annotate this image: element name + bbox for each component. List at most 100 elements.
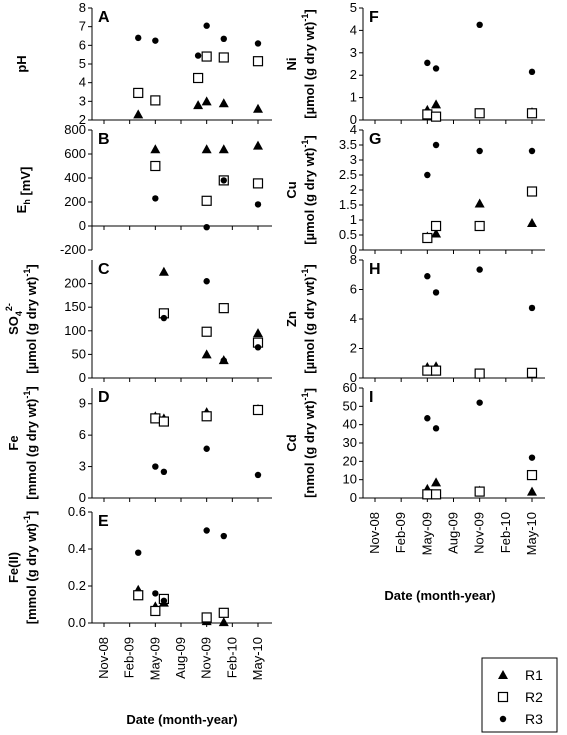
point-r1 [253,328,263,338]
point-r1 [201,349,212,359]
point-r2 [133,87,144,99]
point-r3 [220,35,227,42]
point-r2 [201,326,212,337]
legend-label-r3: R3 [525,711,543,727]
point-r3 [528,454,536,461]
point-r1 [133,109,144,119]
y-tick-label: 1.5 [339,197,357,212]
point-r2 [430,489,442,500]
legend-marker-r3 [499,715,507,723]
point-r1 [527,218,537,227]
point-r1 [474,198,485,208]
y-axis-unit: [nmol (g dry wt)-1] [300,388,317,498]
y-tick-label: 2 [350,341,357,356]
x-tick-label: Nov-09 [199,637,214,679]
x-tick-label: Feb-10 [224,637,239,678]
y-tick-label: 200 [64,194,86,209]
x-tick-label: May-10 [250,637,265,680]
y-tick-label: 10 [343,472,357,487]
y-tick-label: 8 [350,252,357,267]
y-tick-label: 3.5 [339,137,357,152]
panel-label: A [98,9,110,26]
y-axis-unit: [µmol (g dry wt)-1] [300,264,317,373]
y-axis-unit: [µmol (g dry wt)-1] [22,264,39,373]
point-r3 [203,22,210,29]
y-tick-label: 3 [79,93,86,108]
panel-label: E [98,513,109,530]
point-r3 [254,344,262,351]
point-r2 [526,108,538,119]
point-r1 [193,100,204,110]
point-r1 [150,144,161,154]
y-tick-label: 4 [350,122,357,137]
y-tick-label: 7 [79,19,86,34]
y-tick-label: 5 [79,56,86,71]
y-tick-label: 0 [350,370,357,385]
x-axis-label-right: Date (month-year) [384,588,495,603]
y-axis-label: Eh [mV] [14,167,33,214]
x-tick-label: Feb-09 [393,512,408,553]
point-r3 [424,171,431,179]
y-tick-label: 4 [350,22,357,37]
y-tick-label: 2 [350,182,357,197]
point-r1 [431,228,442,238]
point-r3 [152,37,159,44]
y-axis-label: Cd [284,434,299,451]
point-r2 [422,489,433,500]
point-r1 [201,144,212,154]
y-axis-label: SO42- [4,303,24,335]
point-r3 [424,59,431,67]
y-axis-label: Cu [284,181,299,198]
y-tick-label: 0.5 [339,227,357,242]
y-tick-label: 200 [64,276,86,291]
y-tick-label: 0 [79,490,86,505]
point-r3 [152,463,159,470]
legend-label-r2: R2 [525,689,543,705]
y-axis-label: Ni [284,58,299,71]
point-r2 [430,365,442,376]
y-tick-label: 30 [343,435,357,450]
point-r2 [150,160,161,172]
point-r3 [135,34,142,42]
y-tick-label: -200 [60,242,86,257]
y-tick-label: 9 [79,396,86,411]
point-r3 [476,399,483,406]
panel-label: G [369,131,381,148]
x-tick-label: May-09 [147,637,162,680]
y-tick-label: 6 [79,37,86,52]
point-r3 [432,141,440,149]
y-tick-label: 50 [343,398,357,413]
y-tick-label: 4 [79,75,86,90]
point-r3 [424,273,431,280]
point-r2 [201,612,212,623]
x-tick-label: May-09 [419,512,434,555]
y-tick-label: 4 [350,311,357,326]
legend-marker-r2 [497,691,509,703]
point-r2 [201,195,212,206]
y-tick-label: 3 [79,459,86,474]
y-tick-label: 40 [343,417,357,432]
legend-label-r1: R1 [525,667,543,683]
point-r3 [203,527,210,534]
point-r2 [150,605,161,617]
panel-F: 0 1 2 3 4 5F Ni [µmol (g dry wt)-1] [284,0,545,127]
point-r3 [432,289,440,296]
point-r2 [430,220,442,232]
x-tick-label: Nov-08 [96,637,111,679]
y-tick-label: 5 [350,0,357,15]
y-tick-label: 400 [64,170,86,185]
point-r2 [526,469,538,481]
legend-box [481,657,558,733]
point-r3 [160,314,168,322]
point-r2 [193,72,204,84]
point-r3 [220,532,227,540]
point-r3 [220,357,227,364]
x-tick-label: Aug-09 [446,512,461,554]
y-tick-label: 6 [79,427,86,442]
y-tick-label: 0.0 [68,615,86,630]
point-r2 [218,303,229,314]
legend-marker-r1 [498,670,508,679]
point-r3 [432,65,440,72]
y-tick-label: 2 [79,112,86,127]
